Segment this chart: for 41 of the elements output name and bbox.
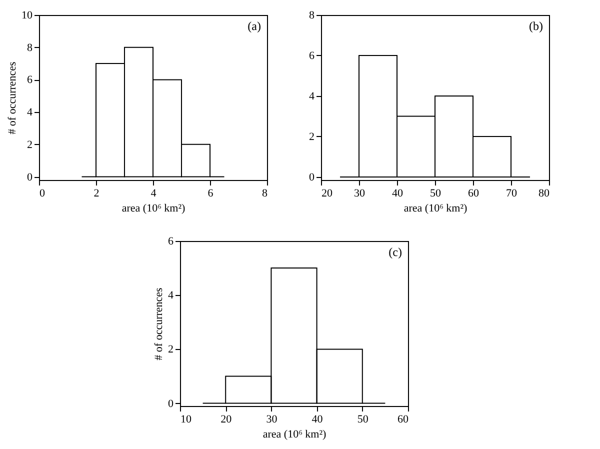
x-tick-label: 20	[322, 188, 333, 200]
y-tick-label: 6	[309, 50, 315, 62]
y-tick-label: 2	[27, 138, 32, 151]
y-tick-label: 0	[27, 171, 33, 184]
y-tick-label: 4	[168, 290, 174, 302]
x-axis-title: area (10⁶ km²)	[404, 202, 468, 214]
x-tick-label: 40	[392, 188, 404, 200]
x-tick-label: 50	[430, 188, 442, 200]
x-tick-label: 40	[312, 414, 324, 426]
y-axis-title: # of occurrences	[153, 288, 165, 360]
x-tick-label: 8	[262, 188, 268, 200]
x-tick-label: 10	[180, 414, 192, 426]
x-tick-label: 80	[538, 188, 550, 200]
x-tick-label: 60	[398, 414, 409, 426]
x-axis-title: area (10⁶ km²)	[122, 202, 186, 214]
x-tick-label: 0	[40, 188, 46, 200]
x-tick-label: 70	[506, 188, 518, 200]
y-tick-label: 10	[22, 10, 33, 22]
x-tick-label: 60	[468, 188, 480, 200]
y-tick-label: 8	[309, 10, 315, 22]
y-tick-label: 0	[168, 398, 174, 410]
x-tick-label: 6	[208, 188, 214, 200]
x-tick-label: 20	[220, 414, 232, 426]
x-tick-label: 2	[94, 188, 100, 200]
x-tick-label: 30	[266, 414, 278, 426]
x-axis-title: area (10⁶ km²)	[262, 428, 326, 440]
y-tick-label: 4	[27, 106, 33, 119]
y-tick-label: 6	[27, 74, 33, 86]
y-tick-label: 0	[309, 171, 315, 184]
annotation: (c)	[388, 245, 402, 259]
y-tick-label: 6	[168, 236, 174, 248]
y-tick-label: 8	[27, 42, 33, 54]
annotation: (b)	[529, 19, 543, 33]
y-tick-label: 4	[309, 90, 315, 102]
x-tick-label: 30	[354, 188, 366, 200]
y-axis-title: # of occurrences	[6, 62, 18, 134]
x-tick-label: 4	[150, 188, 157, 200]
y-tick-label: 2	[309, 130, 314, 143]
x-tick-label: 50	[357, 414, 369, 426]
annotation: (a)	[248, 19, 261, 33]
y-tick-label: 2	[168, 344, 174, 356]
